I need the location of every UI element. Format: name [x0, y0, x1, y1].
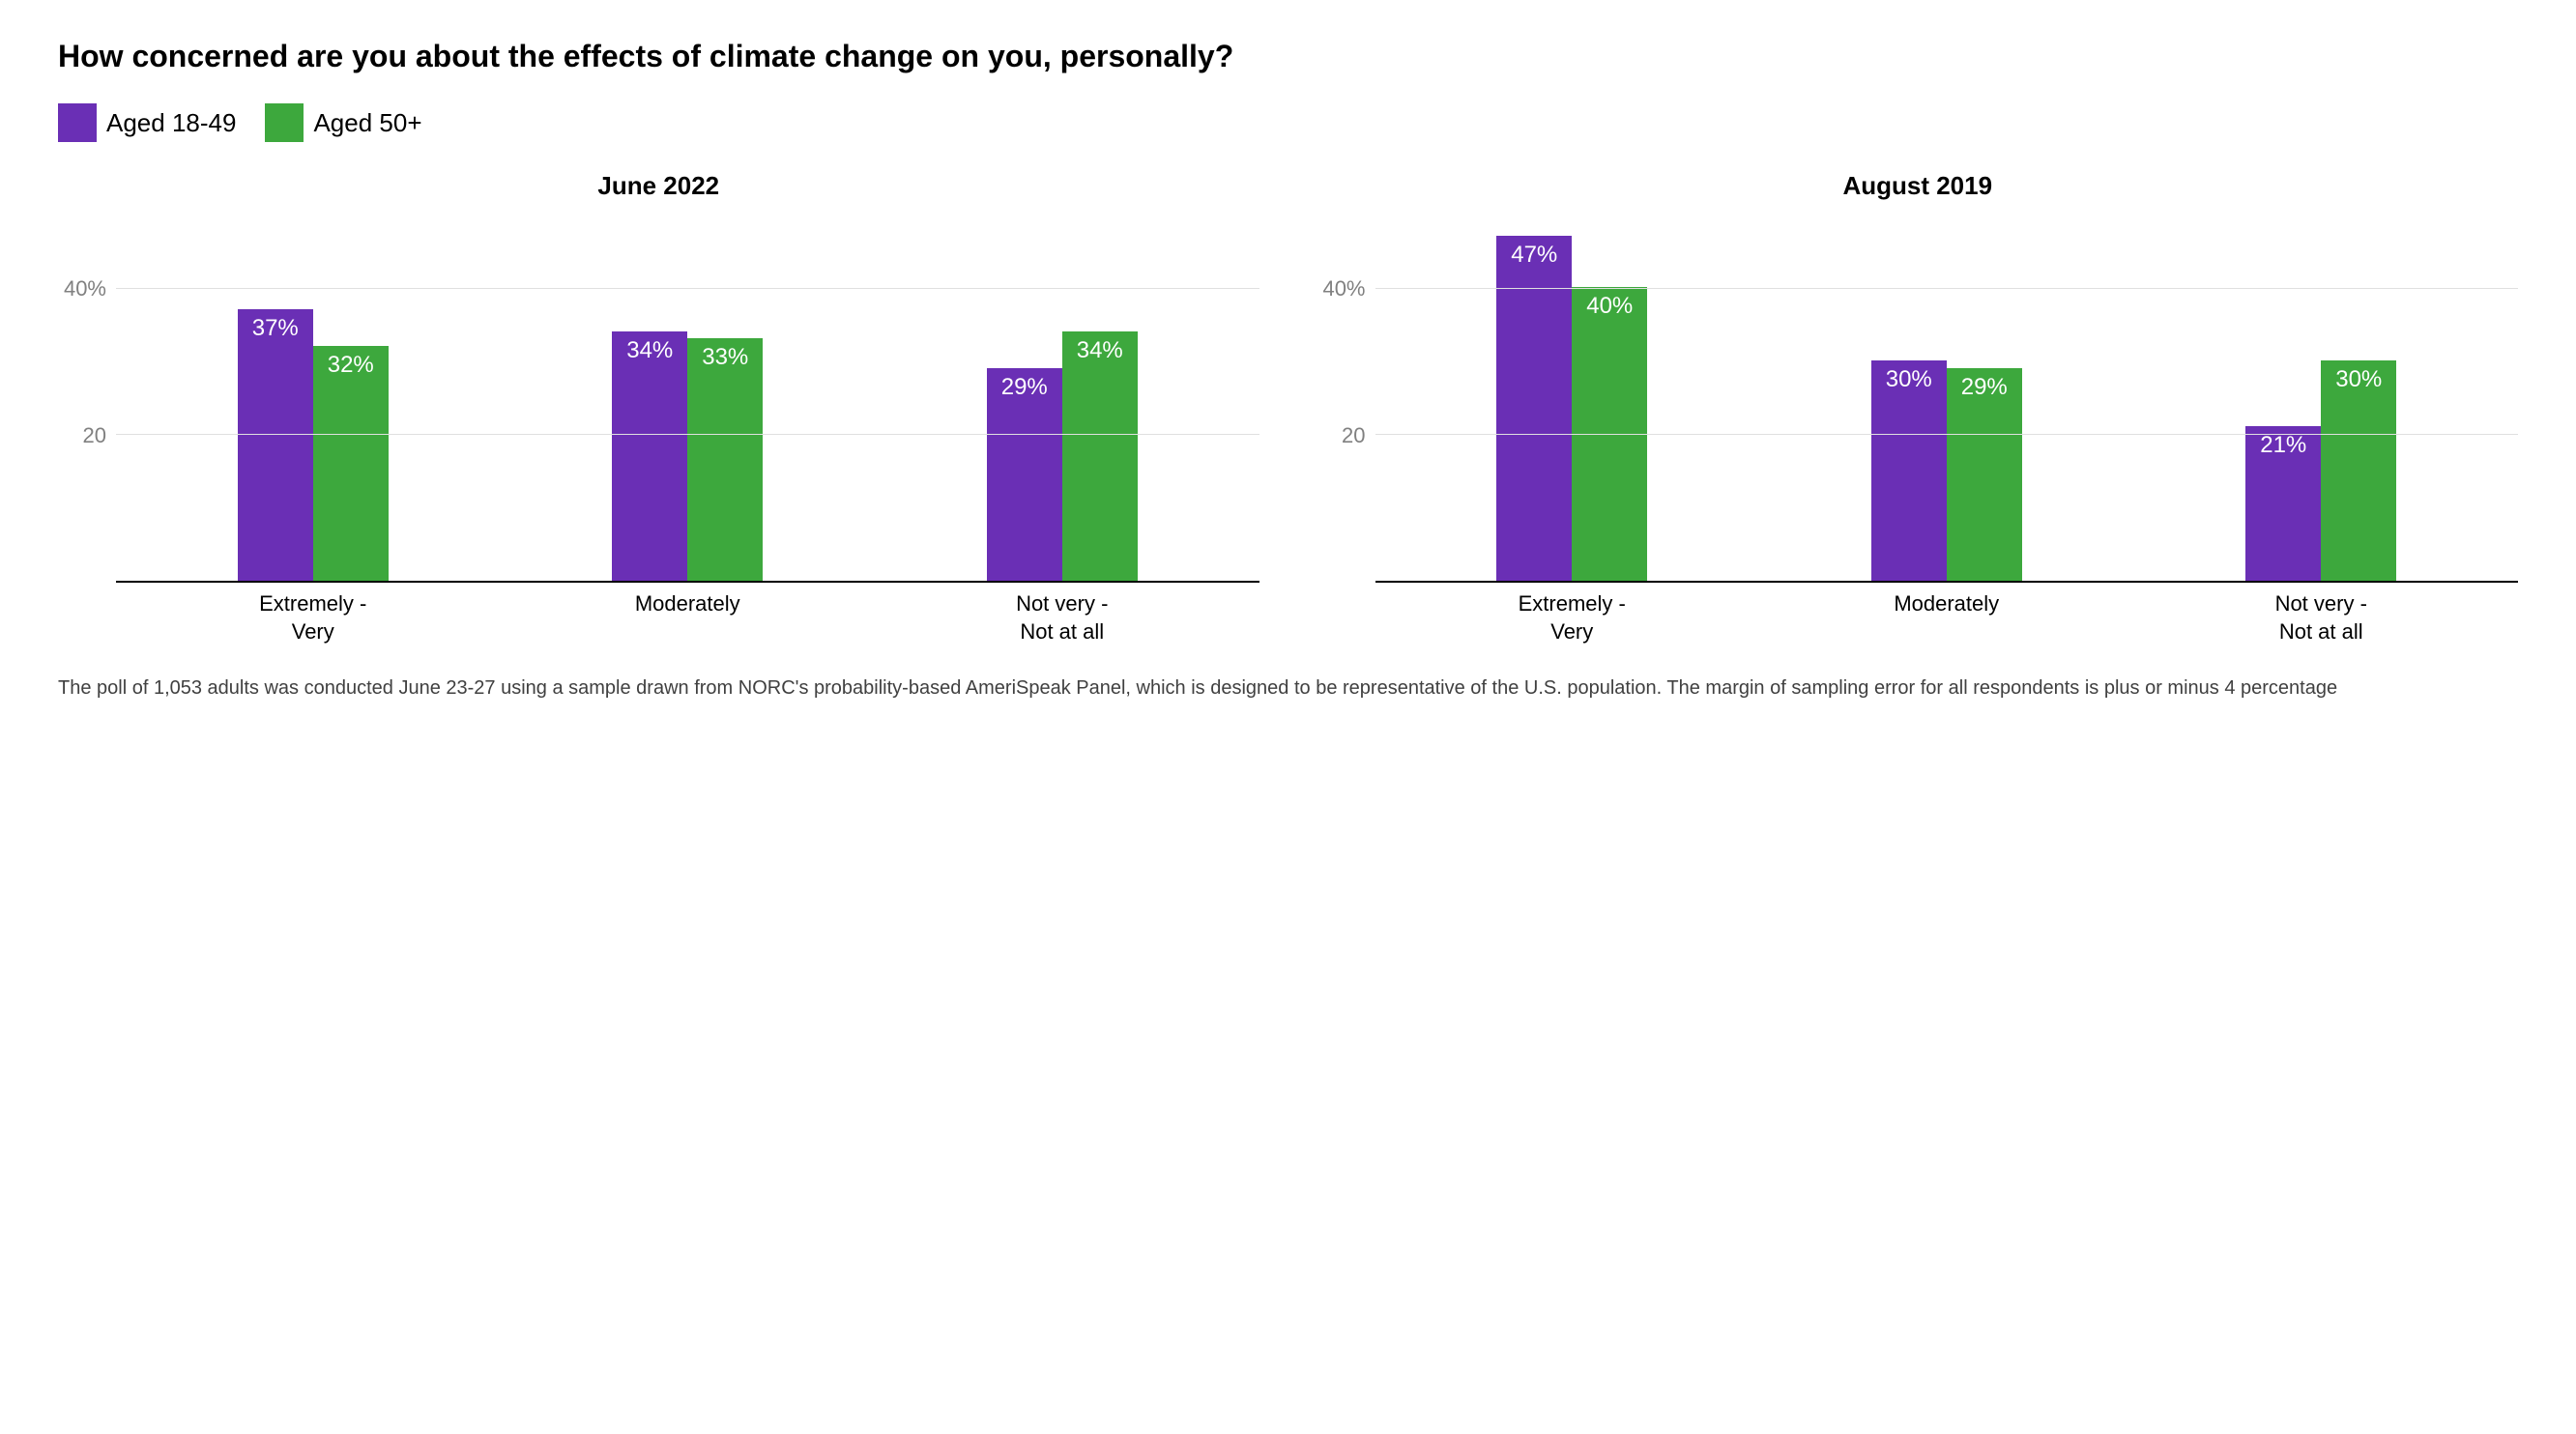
bar-value-label: 30%	[1886, 366, 1932, 393]
bar-value-label: 29%	[1961, 374, 2008, 401]
legend-swatch-0	[58, 103, 97, 142]
x-category-label: Moderately	[501, 590, 876, 645]
bar-value-label: 40%	[1586, 293, 1633, 320]
x-category-label: Moderately	[1759, 590, 2134, 645]
bar-value-label: 47%	[1511, 242, 1557, 269]
bar: 30%	[2321, 360, 2396, 581]
bar-group: 30% 29%	[1759, 360, 2134, 581]
chart-title: How concerned are you about the effects …	[58, 39, 2518, 74]
legend-label-0: Aged 18-49	[106, 108, 236, 138]
y-axis-1: 20 40%	[1317, 215, 1375, 583]
bar: 34%	[1062, 331, 1138, 581]
bar-value-label: 21%	[2260, 432, 2306, 459]
bar-group: 37% 32%	[126, 309, 501, 581]
bar-value-label: 30%	[2335, 366, 2382, 393]
x-labels-wrap-1: Extremely -VeryModeratelyNot very -Not a…	[1317, 583, 2519, 645]
charts-row: June 2022 20 40% 37% 32% 34% 33% 29% 34% Extre…	[58, 171, 2518, 645]
bar-value-label: 32%	[328, 352, 374, 379]
y-tick-label: 20	[83, 423, 106, 448]
x-labels-1: Extremely -VeryModeratelyNot very -Not a…	[1375, 590, 2519, 645]
bar-value-label: 34%	[626, 337, 673, 364]
gridline	[116, 434, 1259, 435]
legend-label-1: Aged 50+	[313, 108, 421, 138]
bar: 30%	[1871, 360, 1947, 581]
chart-panel-0: June 2022 20 40% 37% 32% 34% 33% 29% 34% Extre…	[58, 171, 1259, 645]
gridline	[116, 288, 1259, 289]
bar-group: 34% 33%	[501, 331, 876, 581]
y-tick-label: 40%	[64, 276, 106, 301]
x-category-label: Not very -Not at all	[875, 590, 1250, 645]
bar-value-label: 33%	[702, 344, 748, 371]
bar: 34%	[612, 331, 687, 581]
panel-title-0: June 2022	[58, 171, 1259, 201]
bar-value-label: 37%	[252, 315, 299, 342]
bar: 21%	[2245, 426, 2321, 581]
legend-swatch-1	[265, 103, 304, 142]
y-tick-label: 20	[1342, 423, 1365, 448]
plot-wrap-1: 20 40% 47% 40% 30% 29% 21% 30%	[1317, 215, 2519, 583]
bar: 37%	[238, 309, 313, 581]
x-labels-wrap-0: Extremely -VeryModeratelyNot very -Not a…	[58, 583, 1259, 645]
bar: 29%	[987, 368, 1062, 581]
x-category-label: Extremely -Very	[1385, 590, 1760, 645]
legend: Aged 18-49 Aged 50+	[58, 103, 2518, 142]
gridline	[1375, 434, 2519, 435]
bars-container-0: 37% 32% 34% 33% 29% 34%	[116, 215, 1259, 581]
x-category-label: Extremely -Very	[126, 590, 501, 645]
bar-group: 21% 30%	[2134, 360, 2509, 581]
plot-area-0: 37% 32% 34% 33% 29% 34%	[116, 215, 1259, 583]
chart-panel-1: August 2019 20 40% 47% 40% 30% 29% 21% 30% Ext…	[1317, 171, 2519, 645]
x-labels-0: Extremely -VeryModeratelyNot very -Not a…	[116, 590, 1259, 645]
gridline	[1375, 288, 2519, 289]
panel-title-1: August 2019	[1317, 171, 2519, 201]
bars-container-1: 47% 40% 30% 29% 21% 30%	[1375, 215, 2519, 581]
footnote: The poll of 1,053 adults was conducted J…	[58, 674, 2518, 702]
bar-value-label: 29%	[1001, 374, 1048, 401]
plot-wrap-0: 20 40% 37% 32% 34% 33% 29% 34%	[58, 215, 1259, 583]
legend-item-0: Aged 18-49	[58, 103, 236, 142]
y-axis-0: 20 40%	[58, 215, 116, 583]
bar-group: 29% 34%	[875, 331, 1250, 581]
y-tick-label: 40%	[1322, 276, 1365, 301]
legend-item-1: Aged 50+	[265, 103, 421, 142]
x-category-label: Not very -Not at all	[2134, 590, 2509, 645]
bar-value-label: 34%	[1077, 337, 1123, 364]
plot-area-1: 47% 40% 30% 29% 21% 30%	[1375, 215, 2519, 583]
bar: 33%	[687, 338, 763, 581]
bar: 29%	[1947, 368, 2022, 581]
bar: 32%	[313, 346, 389, 581]
